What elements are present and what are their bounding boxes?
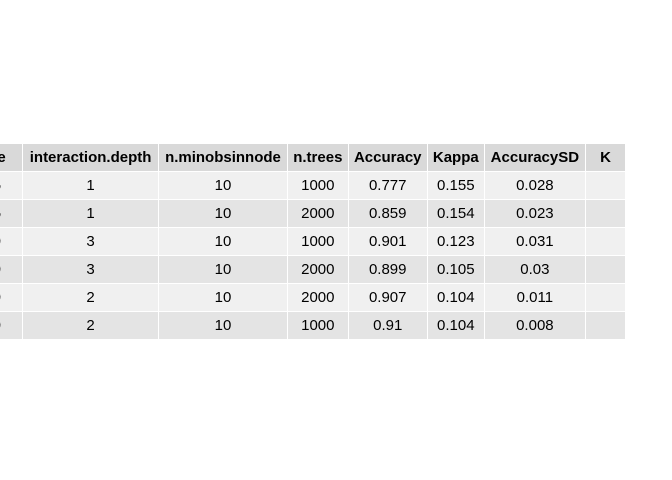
cell-accuracy: 0.907 xyxy=(347,283,428,312)
cell-kappa-sd xyxy=(585,227,626,256)
table-row[interactable]: 005 1 10 2000 0.859 0.154 0.023 xyxy=(0,199,626,228)
cell-accuracy: 0.901 xyxy=(347,227,428,256)
cell-n-trees: 2000 xyxy=(287,199,349,228)
column-header-accuracy-sd[interactable]: AccuracySD xyxy=(483,143,587,172)
cell-shrinkage: 779 xyxy=(0,227,24,256)
cell-kappa: 0.154 xyxy=(426,199,485,228)
column-header-accuracy[interactable]: Accuracy xyxy=(347,143,428,172)
cell-shrinkage: 005 xyxy=(0,171,24,200)
cell-accuracy: 0.777 xyxy=(347,171,428,200)
cell-accuracy-sd: 0.031 xyxy=(483,227,587,256)
cell-accuracy: 0.859 xyxy=(347,199,428,228)
cell-n-trees: 1000 xyxy=(287,171,349,200)
cell-n-minobsinnode: 10 xyxy=(157,311,289,340)
cell-n-trees: 2000 xyxy=(287,283,349,312)
column-header-shrinkage[interactable]: kage xyxy=(0,143,24,172)
results-table: kage interaction.depth n.minobsinnode n.… xyxy=(0,143,626,340)
cell-interaction-depth: 3 xyxy=(22,255,159,284)
table-row[interactable]: 005 1 10 1000 0.777 0.155 0.028 xyxy=(0,171,626,200)
cell-accuracy-sd: 0.028 xyxy=(483,171,587,200)
cell-kappa-sd xyxy=(585,255,626,284)
cell-interaction-depth: 3 xyxy=(22,227,159,256)
cell-accuracy: 0.899 xyxy=(347,255,428,284)
column-header-n-trees[interactable]: n.trees xyxy=(287,143,349,172)
cell-kappa: 0.123 xyxy=(426,227,485,256)
cell-n-minobsinnode: 10 xyxy=(157,255,289,284)
table-row[interactable]: 779 2 10 2000 0.907 0.104 0.011 xyxy=(0,283,626,312)
cell-n-trees: 1000 xyxy=(287,227,349,256)
cell-shrinkage: 779 xyxy=(0,311,24,340)
table-row[interactable]: 779 2 10 1000 0.91 0.104 0.008 xyxy=(0,311,626,340)
cell-accuracy-sd: 0.023 xyxy=(483,199,587,228)
cell-accuracy-sd: 0.03 xyxy=(483,255,587,284)
cell-shrinkage: 779 xyxy=(0,255,24,284)
cell-kappa: 0.105 xyxy=(426,255,485,284)
cell-interaction-depth: 2 xyxy=(22,311,159,340)
cell-n-minobsinnode: 10 xyxy=(157,171,289,200)
cell-kappa-sd xyxy=(585,199,626,228)
cell-accuracy-sd: 0.011 xyxy=(483,283,587,312)
cell-n-minobsinnode: 10 xyxy=(157,283,289,312)
column-header-kappa-sd[interactable]: K xyxy=(585,143,626,172)
column-header-kappa[interactable]: Kappa xyxy=(426,143,485,172)
cell-interaction-depth: 2 xyxy=(22,283,159,312)
cell-shrinkage: 005 xyxy=(0,199,24,228)
cell-kappa: 0.104 xyxy=(426,283,485,312)
cell-accuracy-sd: 0.008 xyxy=(483,311,587,340)
cell-n-trees: 2000 xyxy=(287,255,349,284)
cell-kappa-sd xyxy=(585,171,626,200)
cell-kappa: 0.104 xyxy=(426,311,485,340)
table-row[interactable]: 779 3 10 1000 0.901 0.123 0.031 xyxy=(0,227,626,256)
column-header-n-minobsinnode[interactable]: n.minobsinnode xyxy=(157,143,289,172)
cell-n-minobsinnode: 10 xyxy=(157,227,289,256)
cell-interaction-depth: 1 xyxy=(22,199,159,228)
header-row: kage interaction.depth n.minobsinnode n.… xyxy=(0,143,626,172)
cell-interaction-depth: 1 xyxy=(22,171,159,200)
cell-kappa-sd xyxy=(585,311,626,340)
cell-shrinkage: 779 xyxy=(0,283,24,312)
cell-n-minobsinnode: 10 xyxy=(157,199,289,228)
cell-kappa: 0.155 xyxy=(426,171,485,200)
cell-kappa-sd xyxy=(585,283,626,312)
column-header-interaction-depth[interactable]: interaction.depth xyxy=(22,143,159,172)
cell-n-trees: 1000 xyxy=(287,311,349,340)
cell-accuracy: 0.91 xyxy=(347,311,428,340)
table-row[interactable]: 779 3 10 2000 0.899 0.105 0.03 xyxy=(0,255,626,284)
